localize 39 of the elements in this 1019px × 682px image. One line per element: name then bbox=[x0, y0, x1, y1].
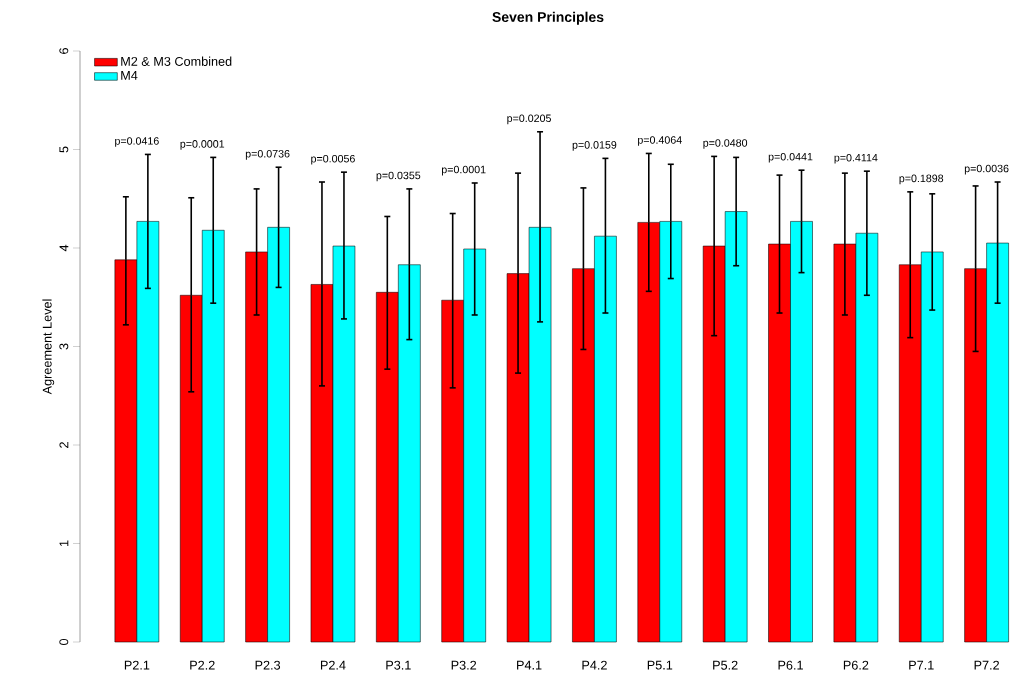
x-tick-label: P5.1 bbox=[647, 660, 673, 670]
y-tick-label: 1 bbox=[59, 540, 69, 547]
x-tick-label: P7.2 bbox=[974, 660, 1000, 670]
y-tick-label: 0 bbox=[59, 638, 69, 646]
y-tick-label: 5 bbox=[59, 146, 69, 153]
annotation: p=0.0736 bbox=[245, 149, 290, 160]
annotation: p=0.0001 bbox=[441, 165, 486, 176]
y-axis-title: Agreement Level bbox=[42, 299, 55, 395]
annotation: p=0.1898 bbox=[899, 174, 944, 185]
x-tick-label: P4.1 bbox=[517, 660, 542, 670]
annotation: p=0.4064 bbox=[638, 136, 682, 146]
x-tick-label: P2.3 bbox=[255, 660, 281, 670]
annotation: p=0.0416 bbox=[115, 137, 159, 147]
x-tick-label: P3.2 bbox=[451, 660, 477, 670]
y-tick-label: 4 bbox=[59, 244, 69, 252]
annotation: p=0.0036 bbox=[964, 164, 1009, 175]
annotation: p=0.0056 bbox=[311, 154, 355, 165]
chart-title: Seven Principles bbox=[492, 11, 604, 25]
annotation: p=0.4114 bbox=[834, 153, 878, 164]
annotation: p=0.0159 bbox=[572, 141, 617, 151]
annotation: p=0.0480 bbox=[703, 139, 748, 149]
x-tick-label: P2.2 bbox=[190, 660, 215, 670]
y-tick-label: 6 bbox=[59, 48, 69, 54]
annotation: p=0.0355 bbox=[376, 171, 421, 182]
x-tick-label: P6.1 bbox=[778, 660, 803, 670]
x-tick-label: P6.2 bbox=[843, 660, 869, 670]
x-tick-label: P5.2 bbox=[713, 660, 738, 670]
x-tick-label: P7.1 bbox=[909, 660, 934, 670]
annotation: p=0.0441 bbox=[768, 152, 813, 163]
y-tick-label: 2 bbox=[59, 442, 69, 448]
legend-label: M2 & M3 Combined bbox=[121, 56, 232, 66]
x-tick-label: P3.1 bbox=[386, 660, 411, 670]
annotation: p=0.0001 bbox=[180, 140, 225, 150]
x-tick-label: P2.4 bbox=[320, 660, 346, 670]
annotation: p=0.0205 bbox=[507, 114, 551, 125]
legend-label: M4 bbox=[121, 71, 138, 80]
y-tick-label: 3 bbox=[59, 343, 69, 350]
x-tick-label: P4.2 bbox=[582, 660, 607, 670]
x-tick-label: P2.1 bbox=[124, 660, 150, 670]
